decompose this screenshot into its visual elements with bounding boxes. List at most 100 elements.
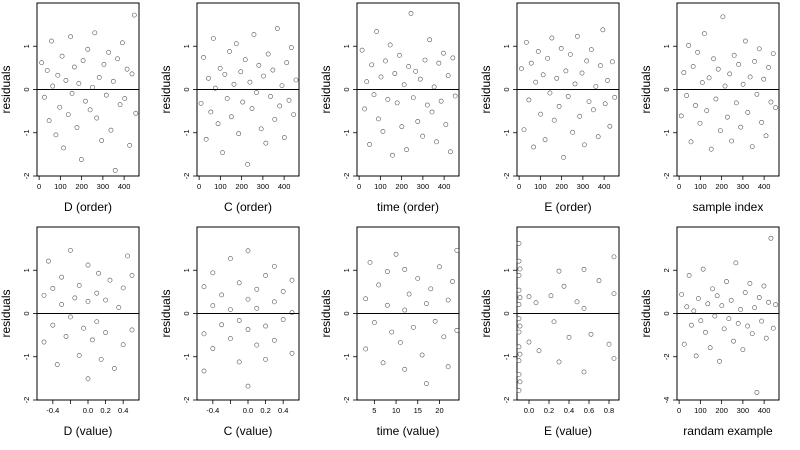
x-tick-label: 300 xyxy=(577,182,590,191)
data-point xyxy=(438,98,444,104)
data-point xyxy=(691,308,697,314)
data-point xyxy=(408,10,414,16)
data-point xyxy=(289,350,295,356)
data-point xyxy=(749,331,755,337)
data-point xyxy=(681,341,687,347)
data-point xyxy=(208,109,214,115)
data-point xyxy=(593,84,599,89)
data-point xyxy=(526,294,532,300)
data-point xyxy=(706,75,712,81)
data-point xyxy=(715,66,721,72)
data-point xyxy=(704,108,710,114)
data-point xyxy=(108,127,114,133)
data-point xyxy=(236,359,242,365)
data-point xyxy=(516,258,522,264)
data-point xyxy=(397,52,402,58)
data-point xyxy=(719,303,725,309)
data-point xyxy=(681,70,687,76)
data-point xyxy=(41,292,47,298)
data-point xyxy=(717,128,723,133)
data-point xyxy=(41,339,47,345)
data-point xyxy=(445,73,451,79)
data-point xyxy=(517,295,523,300)
x-tick-label: 300 xyxy=(97,182,110,191)
data-point xyxy=(94,115,100,121)
data-point xyxy=(417,76,423,82)
y-tick-label: 0 xyxy=(662,87,671,91)
data-point xyxy=(254,305,260,311)
data-point xyxy=(443,122,449,127)
data-point xyxy=(219,292,225,298)
data-point xyxy=(271,263,277,269)
x-tick-label: 0.2 xyxy=(544,406,554,415)
data-point xyxy=(684,93,689,98)
data-point xyxy=(600,27,606,33)
data-point xyxy=(364,79,370,85)
data-point xyxy=(359,47,365,53)
data-point xyxy=(393,251,399,257)
y-tick-label: 1 xyxy=(22,44,31,48)
data-point xyxy=(122,96,128,101)
data-point xyxy=(770,325,776,331)
data-point xyxy=(519,66,524,72)
data-point xyxy=(572,81,578,87)
data-point xyxy=(363,346,369,352)
data-point xyxy=(63,78,69,83)
data-point xyxy=(46,258,51,264)
data-point xyxy=(44,68,50,73)
data-point xyxy=(517,266,523,272)
data-point xyxy=(561,283,567,289)
data-point xyxy=(711,56,716,62)
y-tick-label: 0 xyxy=(662,311,671,315)
y-tick-label: -1 xyxy=(22,353,31,360)
x-tick-label: 0.8 xyxy=(604,406,614,415)
y-tick-label: 1 xyxy=(342,268,351,272)
data-point xyxy=(693,353,699,359)
data-point xyxy=(374,29,379,34)
data-point xyxy=(721,326,727,332)
data-point xyxy=(256,62,262,68)
data-point xyxy=(245,327,251,332)
x-tick-label: 0 xyxy=(37,182,41,191)
y-tick-label: -1 xyxy=(182,353,191,360)
y-tick-label: 0 xyxy=(502,87,511,91)
x-axis-label: E (order) xyxy=(544,200,591,214)
data-point xyxy=(389,329,395,335)
data-point xyxy=(76,81,82,86)
y-tick-label: -1 xyxy=(502,353,511,360)
data-point xyxy=(697,120,703,126)
data-point xyxy=(277,103,283,109)
data-point xyxy=(367,260,373,265)
y-tick-label: 1 xyxy=(502,268,511,272)
data-point xyxy=(83,98,88,104)
data-point xyxy=(392,71,398,76)
data-point xyxy=(222,71,228,77)
data-point xyxy=(441,334,447,340)
data-point xyxy=(722,83,728,89)
y-tick-label: -2 xyxy=(182,397,191,404)
data-point xyxy=(404,147,409,153)
data-point xyxy=(236,280,242,286)
data-point xyxy=(106,49,112,55)
y-axis-label: residuals xyxy=(479,289,493,337)
data-point xyxy=(224,96,230,101)
y-tick-label: 0 xyxy=(22,311,31,315)
data-point xyxy=(101,62,107,67)
y-tick-label: 0 xyxy=(182,87,191,91)
data-point xyxy=(724,114,730,120)
data-point xyxy=(731,338,736,344)
data-point xyxy=(54,362,60,367)
data-point xyxy=(90,337,95,343)
data-point xyxy=(415,276,421,281)
data-point xyxy=(367,142,372,147)
data-point xyxy=(238,69,244,75)
data-point xyxy=(547,90,553,96)
data-point xyxy=(766,65,771,70)
data-point xyxy=(125,253,130,259)
y-tick-label: -1 xyxy=(22,129,31,136)
y-tick-label: -2 xyxy=(22,173,31,180)
data-point xyxy=(736,62,742,67)
data-point xyxy=(611,291,617,297)
x-tick-label: 200 xyxy=(75,182,88,191)
